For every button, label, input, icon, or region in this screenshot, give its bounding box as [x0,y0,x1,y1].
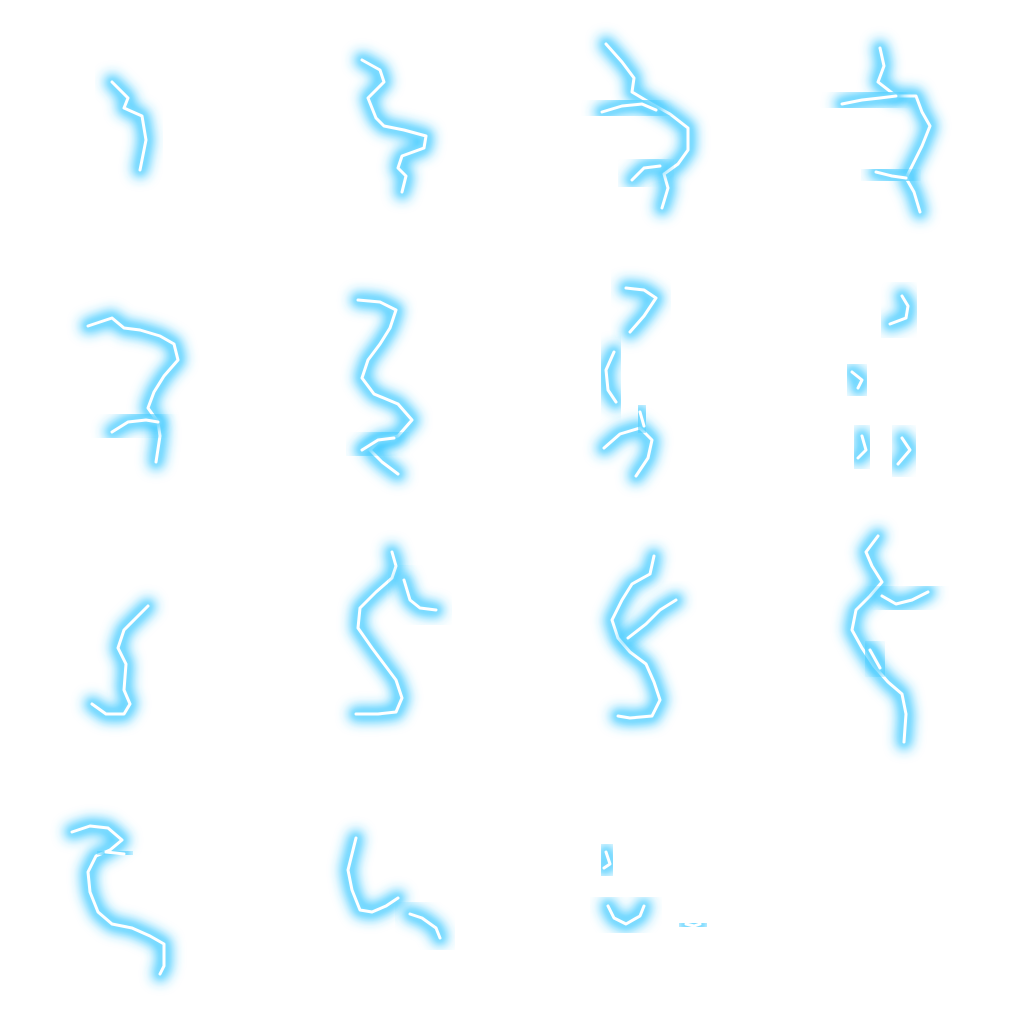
lightning-frame-13 [64,818,172,982]
bolt-core [104,850,126,856]
bolt-core [606,904,646,926]
lightning-frame-8 [844,288,918,472]
bolt-core [850,534,908,744]
bolt-core [624,286,658,334]
bolt-core [346,836,400,914]
bolt-core [638,410,646,428]
bolt-core [868,648,882,670]
bolt-core [90,604,150,716]
bolt-core [402,578,438,612]
lightning-frame-5 [80,310,186,470]
bolt-core [684,922,702,928]
lightning-frame-10 [348,544,444,722]
bolt-core [408,912,442,940]
bolt-glow [870,40,938,220]
bolt-core [856,434,868,460]
bolt-core [360,58,428,194]
bolt-core [70,824,166,976]
bolt-core [604,42,690,210]
bolt-glow [598,36,696,216]
bolt-core [604,350,618,404]
bolt-core [360,436,396,452]
lightning-frame-3 [594,36,696,216]
bolt-core [626,598,678,640]
bolt-core [602,850,612,870]
lightning-frame-2 [354,52,434,200]
lightning-frame-11 [604,548,684,726]
lightning-frame-1 [104,74,154,178]
bolt-core [602,426,654,478]
lightning-frame-7 [596,280,664,484]
lightning-frame-14 [340,830,448,946]
bolt-core [896,436,912,466]
bolt-core [600,102,658,114]
bolt-core [110,80,148,172]
bolt-core [888,294,910,326]
bolt-core [630,164,662,182]
bolt-core [354,550,404,716]
bolt-core [850,370,864,390]
bolt-core [874,170,908,180]
lightning-frame-12 [844,528,936,750]
lightning-frame-4 [834,40,938,220]
lightning-frame-9 [84,598,156,722]
lightning-frame-6 [350,292,420,482]
bolt-core [610,554,662,720]
bolt-core [840,94,898,106]
lightning-frame-15 [596,844,708,934]
bolt-core [880,590,930,606]
bolt-core [110,418,160,434]
